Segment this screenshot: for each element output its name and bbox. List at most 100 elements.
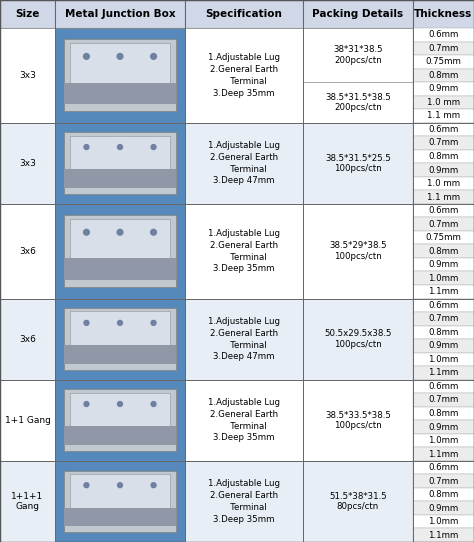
Circle shape: [84, 483, 89, 488]
Circle shape: [117, 54, 123, 59]
Bar: [413, 312, 474, 326]
Bar: [70, 392, 170, 427]
Circle shape: [84, 320, 89, 325]
Bar: [413, 501, 474, 515]
Text: 1.0mm: 1.0mm: [428, 355, 459, 364]
Text: 0.7mm: 0.7mm: [428, 396, 459, 404]
Circle shape: [117, 229, 123, 235]
Bar: [64, 170, 176, 188]
Bar: [70, 43, 170, 82]
Bar: [413, 353, 474, 366]
Bar: [413, 515, 474, 528]
Bar: [413, 258, 474, 272]
Circle shape: [151, 54, 156, 59]
Text: 0.7mm: 0.7mm: [428, 44, 459, 53]
Text: 38*31*38.5
200pcs/ctn: 38*31*38.5 200pcs/ctn: [333, 46, 383, 64]
Text: 51.5*38*31.5
80pcs/ctn: 51.5*38*31.5 80pcs/ctn: [329, 492, 387, 511]
Bar: [413, 380, 474, 393]
Bar: [64, 345, 176, 364]
Text: 0.9mm: 0.9mm: [428, 341, 459, 350]
Bar: [64, 389, 176, 451]
Bar: [64, 470, 176, 532]
Bar: [70, 311, 170, 345]
Bar: [185, 122, 303, 204]
Circle shape: [118, 483, 122, 488]
Text: 0.8mm: 0.8mm: [428, 490, 459, 499]
Bar: [413, 272, 474, 285]
Text: 38.5*31.5*38.5
200pcs/ctn: 38.5*31.5*38.5 200pcs/ctn: [325, 93, 391, 112]
Bar: [185, 380, 303, 461]
Circle shape: [84, 145, 89, 150]
Text: 3x6: 3x6: [19, 247, 36, 256]
Text: Packing Details: Packing Details: [312, 9, 403, 19]
Bar: [0, 28, 55, 122]
Bar: [0, 380, 55, 461]
Bar: [413, 163, 474, 177]
Bar: [413, 95, 474, 109]
Text: 0.9mm: 0.9mm: [428, 165, 459, 175]
Bar: [413, 528, 474, 542]
Text: 1.0mm: 1.0mm: [428, 274, 459, 283]
Bar: [413, 434, 474, 447]
Text: 38.5*31.5*25.5
100pcs/ctn: 38.5*31.5*25.5 100pcs/ctn: [325, 153, 391, 173]
Bar: [413, 122, 474, 136]
Text: 1.1 mm: 1.1 mm: [427, 112, 460, 120]
Text: 3x3: 3x3: [19, 159, 36, 168]
Bar: [185, 28, 303, 122]
Text: 0.7mm: 0.7mm: [428, 476, 459, 486]
Text: 1.1mm: 1.1mm: [428, 531, 459, 540]
Text: 1.1mm: 1.1mm: [428, 369, 459, 377]
Bar: [303, 204, 413, 299]
Bar: [413, 285, 474, 299]
Bar: [70, 219, 170, 259]
Text: 1.Adjustable Lug
2.General Earth
   Terminal
3.Deep 35mm: 1.Adjustable Lug 2.General Earth Termina…: [208, 398, 280, 442]
Text: 0.9mm: 0.9mm: [428, 85, 459, 93]
Bar: [413, 420, 474, 434]
Bar: [64, 215, 176, 287]
Bar: [0, 204, 55, 299]
Text: 0.6mm: 0.6mm: [428, 463, 459, 472]
Bar: [70, 474, 170, 508]
Circle shape: [84, 402, 89, 406]
Bar: [413, 474, 474, 488]
Bar: [413, 461, 474, 474]
Bar: [185, 299, 303, 380]
Text: 0.6mm: 0.6mm: [428, 125, 459, 134]
Circle shape: [151, 483, 156, 488]
Bar: [55, 380, 185, 461]
Bar: [303, 461, 413, 542]
Bar: [303, 28, 413, 122]
Bar: [413, 406, 474, 420]
Bar: [64, 308, 176, 370]
Bar: [55, 204, 185, 299]
Text: 0.75mm: 0.75mm: [426, 233, 461, 242]
Bar: [413, 299, 474, 312]
Text: 0.8mm: 0.8mm: [428, 328, 459, 337]
Bar: [0, 0, 55, 28]
Text: 1.Adjustable Lug
2.General Earth
   Terminal
3.Deep 35mm: 1.Adjustable Lug 2.General Earth Termina…: [208, 229, 280, 273]
Bar: [64, 508, 176, 526]
Bar: [413, 190, 474, 204]
Bar: [413, 42, 474, 55]
Bar: [64, 82, 176, 104]
Bar: [413, 28, 474, 42]
Bar: [303, 299, 413, 380]
Bar: [64, 427, 176, 445]
Circle shape: [151, 145, 156, 150]
Text: 0.8mm: 0.8mm: [428, 152, 459, 161]
Circle shape: [151, 320, 156, 325]
Bar: [413, 177, 474, 190]
Text: 0.6mm: 0.6mm: [428, 301, 459, 310]
Bar: [413, 204, 474, 217]
Circle shape: [118, 402, 122, 406]
Text: 0.8mm: 0.8mm: [428, 71, 459, 80]
Text: 3x6: 3x6: [19, 334, 36, 344]
Bar: [55, 299, 185, 380]
Bar: [55, 0, 185, 28]
Bar: [413, 217, 474, 231]
Bar: [413, 326, 474, 339]
Text: 1.1mm: 1.1mm: [428, 449, 459, 459]
Text: 0.9mm: 0.9mm: [428, 260, 459, 269]
Text: Specification: Specification: [206, 9, 283, 19]
Bar: [413, 488, 474, 501]
